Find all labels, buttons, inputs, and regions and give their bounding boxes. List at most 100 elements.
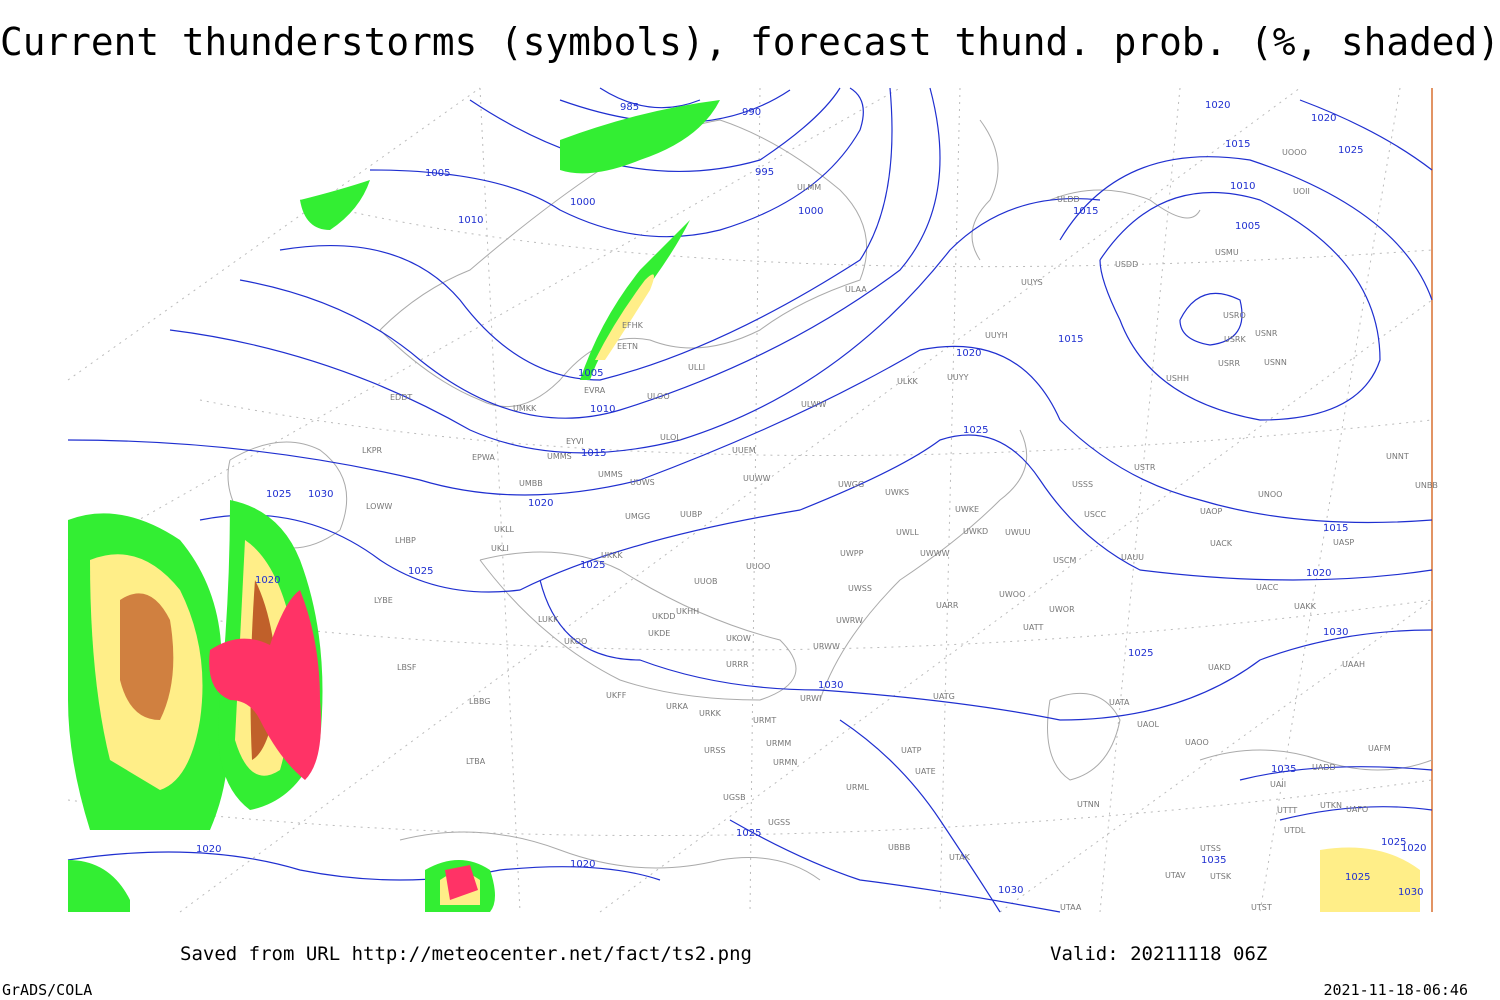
station-code: UKDD <box>652 612 675 621</box>
isobar-label: 1025 <box>963 425 988 436</box>
station-code: USHH <box>1166 374 1189 383</box>
station-code: UWUU <box>1005 528 1031 537</box>
isobar-label: 1015 <box>581 448 606 459</box>
isobar-label: 1010 <box>1230 181 1255 192</box>
station-code: URWI <box>800 694 821 703</box>
station-code: UWWW <box>920 549 950 558</box>
isobar-label: 1035 <box>1271 764 1296 775</box>
station-code: URML <box>846 783 869 792</box>
isobar-label: 1020 <box>1401 843 1426 854</box>
station-code: LYBE <box>374 596 393 605</box>
station-code: USDD <box>1115 260 1138 269</box>
isobar-label: 1030 <box>1323 627 1348 638</box>
station-code: UWLL <box>896 528 919 537</box>
isobar-label: 995 <box>755 167 774 178</box>
isobar-label: 1025 <box>1128 648 1153 659</box>
station-code: LBBG <box>469 697 491 706</box>
station-code: UKFF <box>606 691 627 700</box>
station-code: USRO <box>1223 311 1246 320</box>
station-code: ULAA <box>845 285 867 294</box>
isobar-label: 1020 <box>1311 113 1336 124</box>
station-code: UASP <box>1333 538 1354 547</box>
station-code: LBSF <box>397 663 417 672</box>
station-code: UKLL <box>494 525 515 534</box>
station-code: UKHH <box>676 607 699 616</box>
station-code: UWKE <box>955 505 979 514</box>
isobar-label: 1020 <box>255 575 280 586</box>
station-code: UADD <box>1312 763 1336 772</box>
station-code: EPWA <box>472 453 495 462</box>
station-code: EDDT <box>390 393 412 402</box>
station-code: EYVI <box>566 437 584 446</box>
station-code: UTAA <box>1060 903 1082 912</box>
station-code: UTST <box>1251 903 1272 912</box>
station-code: UAOP <box>1200 507 1222 516</box>
isobar-label: 1025 <box>266 489 291 500</box>
station-code: UWSS <box>848 584 872 593</box>
isobar-label: 1030 <box>818 680 843 691</box>
station-code: UWRW <box>836 616 863 625</box>
source-url: Saved from URL http://meteocenter.net/fa… <box>180 943 752 965</box>
station-code: USMU <box>1215 248 1239 257</box>
station-code: UUWS <box>630 478 655 487</box>
station-code: EFHK <box>622 321 644 330</box>
station-code: UWOO <box>999 590 1025 599</box>
isobar-label: 1015 <box>1225 139 1250 150</box>
station-code: UTTT <box>1277 806 1297 815</box>
isobar-label: 1005 <box>425 168 450 179</box>
station-code: UMMS <box>598 470 623 479</box>
station-code: USRK <box>1224 335 1246 344</box>
isobar-label: 1005 <box>1235 221 1260 232</box>
map-labels: 985 990 995 1000 1000 1005 1010 1005 1010 1015 102… <box>196 100 1438 912</box>
station-code: UAII <box>1270 780 1286 789</box>
graticule <box>67 87 1433 913</box>
station-code: LHBP <box>395 536 416 545</box>
station-code: URMM <box>766 739 791 748</box>
timestamp: 2021-11-18-06:46 <box>1324 981 1469 999</box>
station-code: UKLI <box>491 544 509 553</box>
station-code: UGSS <box>768 818 790 827</box>
isobar-label: 1015 <box>1073 206 1098 217</box>
station-code: UATA <box>1109 698 1130 707</box>
station-code: UTNN <box>1077 800 1100 809</box>
station-code: UTSS <box>1200 844 1221 853</box>
station-code: ULDD <box>1057 195 1080 204</box>
station-code: UWGG <box>838 480 864 489</box>
software-credit: GrADS/COLA <box>2 981 92 999</box>
station-code: URWW <box>813 642 840 651</box>
station-code: UUOB <box>694 577 718 586</box>
station-code: UNBB <box>1415 481 1438 490</box>
station-code: UUBP <box>680 510 702 519</box>
station-code: URKK <box>699 709 722 718</box>
isobar-label: 1020 <box>570 859 595 870</box>
station-code: UNNT <box>1386 452 1409 461</box>
station-code: USTR <box>1134 463 1156 472</box>
isobar-label: 1015 <box>1058 334 1083 345</box>
station-code: EVRA <box>584 386 606 395</box>
station-code: URSS <box>704 746 726 755</box>
station-code: URMT <box>753 716 776 725</box>
station-code: UATP <box>901 746 922 755</box>
station-code: UAUU <box>1121 553 1144 562</box>
isobar-label: 1025 <box>736 828 761 839</box>
station-code: ULLI <box>688 363 705 372</box>
station-code: UAOL <box>1137 720 1159 729</box>
station-code: UACK <box>1210 539 1233 548</box>
isobar-label: 1025 <box>408 566 433 577</box>
map-area <box>67 87 1433 913</box>
station-code: UAFM <box>1368 744 1391 753</box>
station-code: UWOR <box>1049 605 1075 614</box>
station-code: ULOL <box>660 433 681 442</box>
station-code: LOWW <box>366 502 392 511</box>
station-code: LKPR <box>362 446 383 455</box>
station-code: UAAH <box>1342 660 1365 669</box>
coastlines <box>227 119 1433 881</box>
isobar-label: 1020 <box>956 348 981 359</box>
station-code: USNR <box>1255 329 1278 338</box>
station-code: UKDE <box>648 629 670 638</box>
station-code: UUYY <box>947 373 969 382</box>
station-code: UUYS <box>1021 278 1043 287</box>
isobar-label: 1005 <box>578 368 603 379</box>
